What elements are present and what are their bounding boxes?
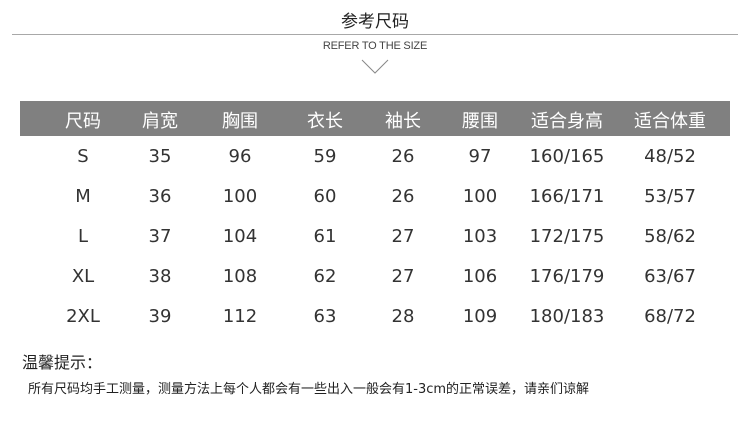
table-cell: 112 <box>222 306 258 327</box>
table-cell: 160/165 <box>529 146 605 167</box>
table-cell: 2XL <box>66 306 100 327</box>
table-cell: 38 <box>148 266 172 287</box>
table-row: L 37 104 61 27 103 172/175 58/62 <box>0 226 750 266</box>
table-cell: 62 <box>313 266 337 287</box>
table-cell: XL <box>71 266 95 287</box>
table-row: S 35 96 59 26 97 160/165 48/52 <box>0 146 750 186</box>
table-cell: 103 <box>462 226 498 247</box>
notice-text: 所有尺码均手工测量，测量方法上每个人都会有一些出入一般会有1-3cm的正常误差，… <box>28 382 590 397</box>
table-cell: 172/175 <box>529 226 605 247</box>
page-title: 参考尺码 <box>341 12 409 32</box>
chevron-down-icon <box>361 59 389 74</box>
table-cell: 28 <box>391 306 415 327</box>
table-cell: 27 <box>391 266 415 287</box>
table-cell: 58/62 <box>644 226 696 247</box>
table-cell: L <box>77 226 89 247</box>
table-cell: 100 <box>222 186 258 207</box>
table-header: 尺码 肩宽 胸围 衣长 袖长 腰围 适合身高 适合体重 <box>20 101 730 136</box>
table-cell: 37 <box>148 226 172 247</box>
table-cell: 63 <box>313 306 337 327</box>
column-header: 腰围 <box>462 111 498 132</box>
table-cell: 35 <box>148 146 172 167</box>
table-row: 2XL 39 112 63 28 109 180/183 68/72 <box>0 306 750 346</box>
table-cell: 166/171 <box>529 186 605 207</box>
column-header: 适合身高 <box>531 111 603 132</box>
notice-heading: 温馨提示： <box>22 353 103 372</box>
table-cell: 176/179 <box>529 266 605 287</box>
column-header: 袖长 <box>385 111 421 132</box>
table-cell: 180/183 <box>529 306 605 327</box>
table-cell: 108 <box>222 266 258 287</box>
subtitle: REFER TO THE SIZE <box>322 40 428 52</box>
table-cell: 48/52 <box>644 146 696 167</box>
table-cell: S <box>77 146 89 167</box>
table-cell: 100 <box>462 186 498 207</box>
table-cell: 59 <box>313 146 337 167</box>
table-cell: 53/57 <box>644 186 696 207</box>
table-cell: 63/67 <box>644 266 696 287</box>
table-cell: 109 <box>462 306 498 327</box>
table-cell: 96 <box>228 146 252 167</box>
divider <box>12 34 738 35</box>
column-header: 胸围 <box>222 111 258 132</box>
column-header: 适合体重 <box>634 111 706 132</box>
table-cell: 27 <box>391 226 415 247</box>
table-row: M 36 100 60 26 100 166/171 53/57 <box>0 186 750 226</box>
table-cell: 68/72 <box>644 306 696 327</box>
table-cell: 36 <box>148 186 172 207</box>
table-cell: 26 <box>391 186 415 207</box>
table-cell: 26 <box>391 146 415 167</box>
column-header: 肩宽 <box>142 111 178 132</box>
column-header: 衣长 <box>307 111 343 132</box>
table-cell: 104 <box>222 226 258 247</box>
table-cell: M <box>75 186 91 207</box>
table-cell: 60 <box>313 186 337 207</box>
table-cell: 61 <box>313 226 337 247</box>
table-row: XL 38 108 62 27 106 176/179 63/67 <box>0 266 750 306</box>
table-cell: 97 <box>468 146 492 167</box>
table-cell: 39 <box>148 306 172 327</box>
column-header: 尺码 <box>65 111 101 132</box>
table-cell: 106 <box>462 266 498 287</box>
